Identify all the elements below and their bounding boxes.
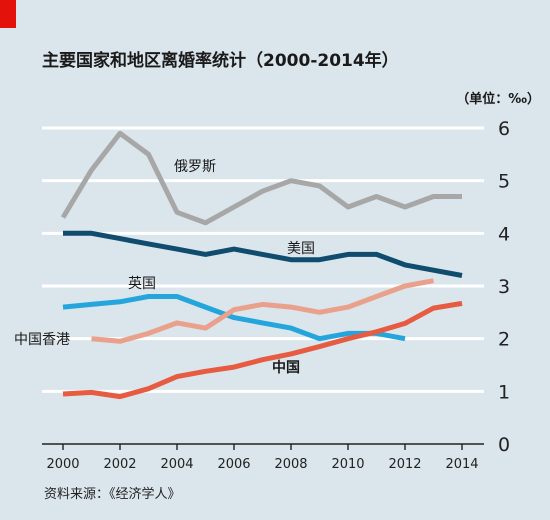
series-label-hongkong: 中国香港 [14, 332, 70, 348]
y-tick-label: 2 [498, 329, 510, 351]
red-corner-mark [0, 0, 16, 28]
x-tick-label: 2012 [388, 457, 421, 472]
x-tick-label: 2008 [274, 457, 307, 472]
source-note: 资料来源：《经济学人》 [44, 486, 181, 502]
y-tick-label: 4 [498, 223, 510, 245]
series-line-russia [60, 130, 462, 226]
series-label-russia: 俄罗斯 [174, 159, 216, 175]
x-tick-label: 2004 [160, 457, 193, 472]
series-line-china [62, 300, 463, 400]
series-line-uk [62, 294, 406, 342]
x-tick-label: 2002 [103, 457, 136, 472]
series-line-hongkong [91, 278, 434, 344]
series-labels: 俄罗斯 美国 英国 中国香港 中国 [14, 159, 315, 376]
y-tick-label: 0 [498, 434, 510, 456]
series-label-uk: 英国 [128, 275, 156, 292]
x-tick-label: 2006 [217, 457, 250, 472]
y-tick-label: 5 [498, 171, 510, 193]
series-label-china: 中国 [272, 359, 300, 376]
y-tick-label: 1 [498, 381, 510, 403]
x-tick-label: 2014 [445, 457, 478, 472]
chart-title: 主要国家和地区离婚率统计（2000-2014年） [42, 50, 399, 71]
y-tick-label: 6 [498, 118, 510, 140]
series-line-usa [63, 230, 463, 278]
series-label-usa: 美国 [287, 241, 315, 257]
grid-lines [42, 126, 484, 393]
axes: 0 1 2 3 4 5 6 2000 2002 2004 2006 2008 2010 2012 2014 [42, 118, 510, 472]
y-tick-label: 3 [498, 276, 510, 298]
series-lines [60, 130, 463, 400]
unit-label: （单位：‰） [456, 91, 540, 107]
x-tick-label: 2000 [46, 457, 79, 472]
x-tick-label: 2010 [331, 457, 364, 472]
